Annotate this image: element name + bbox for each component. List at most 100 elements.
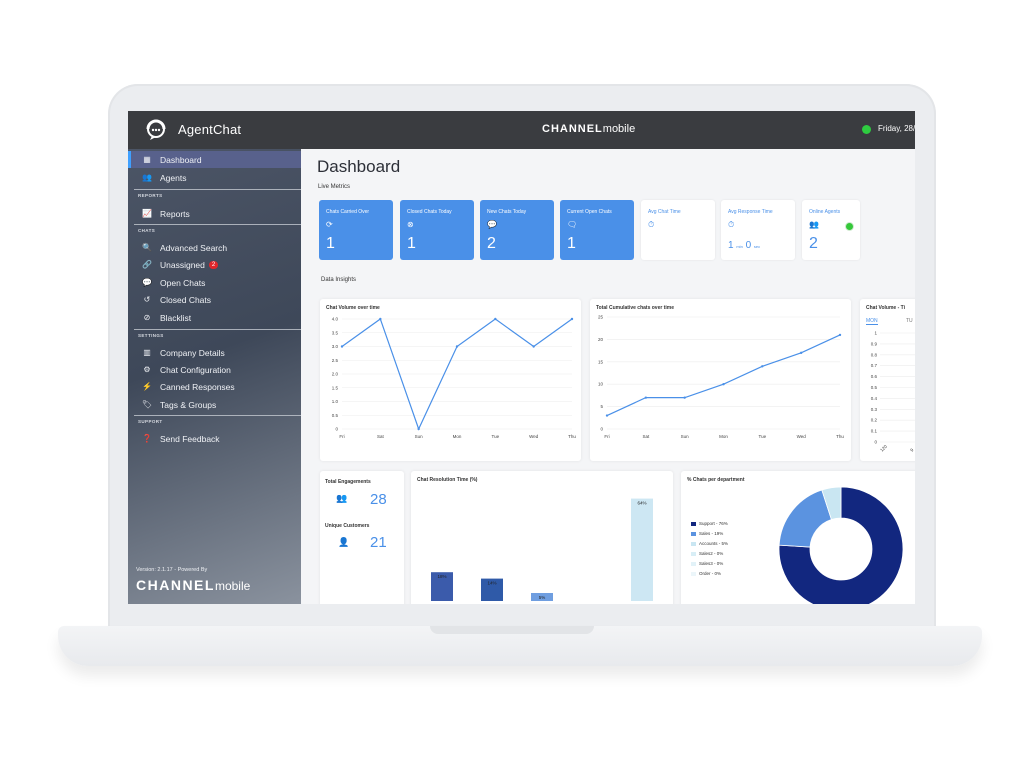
metric-closed-chats-today[interactable]: Closed Chats Today ⊗ 1 [400,200,474,260]
section-label-settings: SETTINGS [138,333,164,338]
metric-value: 1 [567,235,576,252]
users-icon: 👥 [142,173,152,182]
cumulative-chats-chart: 0 5 10 15 20 25 Fri Sat Sun Mon Tue Wed Thu [598,315,844,440]
sidebar-item-agents[interactable]: 👥 Agents [128,169,301,186]
metric-online-agents[interactable]: Online Agents 👥 2 [802,200,860,260]
agentchat-logo-icon [146,119,166,140]
legend-swatch [691,541,696,546]
x-tick-label: Tue [492,434,500,439]
metric-value: 2 [809,235,818,252]
metric-value: 1 [407,235,416,252]
donut-slice [778,489,832,548]
legend-swatch [691,551,696,556]
y-tick-label: 10 [598,382,604,387]
legend-label: Support - 76% [699,521,728,526]
sidebar-item-closed-chats[interactable]: ↺ Closed Chats [128,291,301,308]
sidebar-item-canned-responses[interactable]: ⚡ Canned Responses [128,378,301,395]
chart-icon: 📈 [142,209,152,218]
x-tick-label: Mon [453,434,462,439]
date-text: Friday, 28/0 [878,124,915,133]
y-tick-label: 0.9 [871,341,878,346]
tab-tu[interactable]: TU [906,318,913,324]
metric-value: 1 min 0 sec [728,240,760,251]
sidebar-item-advanced-search[interactable]: 🔍 Advanced Search [128,239,301,256]
y-tick-label: 0.5 [871,385,878,390]
data-point [644,396,648,399]
metric-current-open-chats[interactable]: Current Open Chats 🗨 1 [560,200,634,260]
data-point [683,396,686,399]
divider [134,189,301,190]
x-tick-label: Thu [568,434,576,439]
x-tick-label: Fri [339,434,344,439]
legend-label: Accounts - 5% [699,541,729,546]
y-tick-label: 0.3 [871,407,878,412]
sidebar-item-label: Canned Responses [160,381,235,392]
sidebar-item-blacklist[interactable]: ⊘ Blacklist [128,309,301,326]
bar-data-label: 64% [637,501,646,506]
sidebar-item-company-details[interactable]: ▥ Company Details [128,344,301,361]
value-min: 1 [728,240,734,251]
users-icon: 👥 [336,493,348,503]
metric-title: Current Open Chats [567,209,612,215]
bar [531,593,553,601]
metric-avg-response-time[interactable]: Avg Response Time ⏱ 1 min 0 sec [721,200,795,260]
bar [481,578,503,601]
chat-volume-time-chart: 0 0.1 0.2 0.3 0.4 0.5 0.6 0.7 0.8 0.9 1 120 9 [871,331,915,453]
sidebar-item-unassigned[interactable]: 🔗 Unassigned 2 [128,256,301,273]
x-tick-label: 9 [909,447,915,453]
metric-value: 2 [487,235,496,252]
data-point [455,345,459,348]
data-point [417,427,420,431]
sidebar-item-reports[interactable]: 📈 Reports [128,205,301,222]
legend-label: Order - 0% [699,571,722,576]
building-icon: ▥ [143,348,151,357]
sidebar-item-send-feedback[interactable]: ❓ Send Feedback [128,430,301,447]
bolt-icon: ⚡ [142,382,152,391]
x-tick-label: Wed [529,434,539,439]
sidebar-item-label: Chat Configuration [160,364,231,375]
refresh-icon: ⟳ [326,220,333,229]
metric-title: Chats Carried Over [326,209,370,215]
sidebar-item-open-chats[interactable]: 💬 Open Chats [128,274,301,291]
footer-brand-light: mobile [214,579,251,593]
metric-avg-chat-time[interactable]: Avg Chat Time ⏱ [641,200,715,260]
y-tick-label: 2.0 [332,372,339,377]
sidebar-item-label: Unassigned [160,259,205,270]
grid-icon: ▦ [143,155,151,164]
chats-icon: 💬 [487,220,497,229]
data-point [838,333,842,337]
sidebar-item-label: Open Chats [160,277,206,288]
stopwatch-icon: ⏱ [728,220,735,229]
chat-icon: 🗨 [567,220,578,229]
sidebar-item-chat-configuration[interactable]: ⚙ Chat Configuration [128,361,301,378]
chat-volume-time-card: Chat Volume - Ti MON TU 0 0.1 0.2 0.3 0.4 0.5… [860,299,915,461]
data-point [722,383,725,386]
sidebar-item-dashboard[interactable]: ▦ Dashboard [128,151,301,168]
sidebar-item-label: Dashboard [160,154,202,165]
search-icon: 🔍 [142,243,152,252]
y-tick-label: 25 [598,315,604,320]
cogs-icon: ⚙ [143,365,151,374]
metric-chats-carried-over[interactable]: Chats Carried Over ⟳ 1 [319,200,393,260]
data-point [605,414,609,417]
resolution-time-card: Chat Resolution Time (%) 18% 14% 5% 64% [411,471,673,604]
metric-value: 1 [326,235,335,252]
sidebar-item-label: Reports [160,208,190,219]
live-metrics-label: Live Metrics [318,184,351,190]
sidebar-item-tags-groups[interactable]: 🏷 Tags & Groups [128,396,301,413]
y-tick-label: 0.7 [871,363,878,368]
y-tick-label: 1 [874,331,877,336]
legend-label: Sales2 - 0% [699,551,724,556]
sidebar-item-label: Advanced Search [160,242,228,253]
legend-item: Support - 76% [691,521,728,526]
data-point [340,345,344,348]
tab-mon[interactable]: MON [866,318,878,325]
y-tick-label: 0.4 [871,396,878,401]
x-tick-label: Sun [681,434,690,439]
legend-item: Sales3 - 0% [691,561,723,566]
unassigned-count-badge: 2 [208,260,219,269]
metric-title: Closed Chats Today [407,209,452,215]
metric-new-chats-today[interactable]: New Chats Today 💬 2 [480,200,554,260]
legend-item: Accounts - 5% [691,541,728,546]
brand-bold: CHANNEL [542,123,603,135]
